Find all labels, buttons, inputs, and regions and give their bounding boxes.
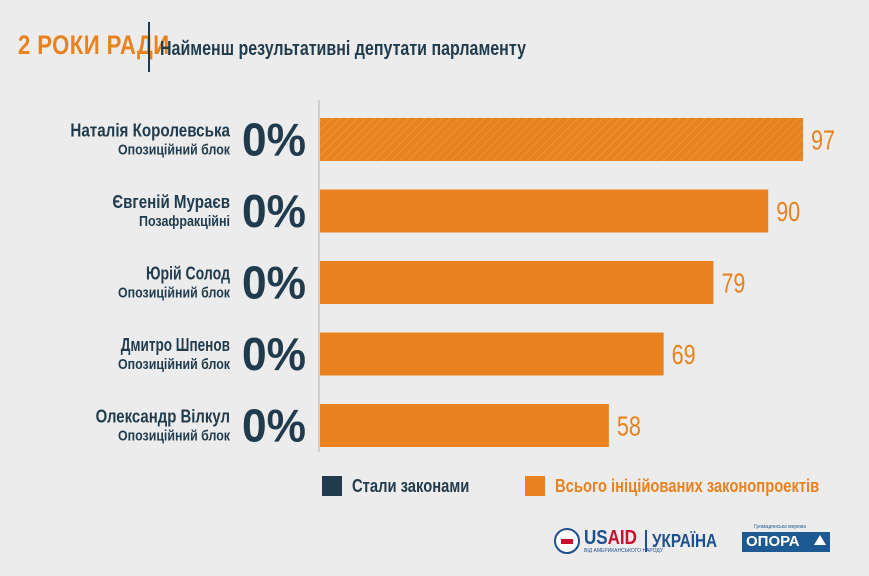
legend-swatch-laws xyxy=(322,476,342,496)
deputy-faction: Опозиційний блок xyxy=(118,285,230,302)
deputy-name: Наталія Королевська xyxy=(70,121,230,141)
percent-law-label: 0% xyxy=(242,185,306,237)
opora-triangle-icon xyxy=(814,535,826,545)
deputy-faction: Позафракційні xyxy=(139,213,230,230)
deputy-name: Олександр Вілкул xyxy=(96,407,230,427)
deputy-faction: Опозиційний блок xyxy=(118,428,230,445)
initiated-bar xyxy=(320,404,609,447)
deputy-name: Юрій Солод xyxy=(146,264,230,284)
legend-label-initiated: Всього ініційованих законопроектів xyxy=(555,476,820,496)
usaid-logo: USAID ВІД АМЕРИКАНСЬКОГО НАРОДУ УКРАЇНА xyxy=(554,526,734,556)
opora-logo: Громадянська мережа ОПОРА xyxy=(742,524,830,554)
deputy-name: Дмитро Шпенов xyxy=(121,335,230,355)
usaid-divider xyxy=(645,530,647,552)
value-label: 79 xyxy=(721,268,745,299)
deputy-faction: Опозиційний блок xyxy=(118,142,230,159)
deputy-faction: Опозиційний блок xyxy=(118,356,230,373)
initiated-bar xyxy=(320,332,664,376)
chart-title: Найменш результативні депутати парламент… xyxy=(160,38,526,60)
percent-law-label: 0% xyxy=(242,257,306,309)
legend-swatch-initiated xyxy=(525,476,545,496)
initiated-bar xyxy=(320,261,714,304)
usaid-seal-icon xyxy=(554,528,580,554)
initiated-bar xyxy=(320,189,769,233)
percent-law-label: 0% xyxy=(242,400,306,452)
usaid-tagline: ВІД АМЕРИКАНСЬКОГО НАРОДУ xyxy=(584,548,664,554)
value-label: 97 xyxy=(811,125,835,156)
value-label: 90 xyxy=(776,196,800,227)
initiated-bar xyxy=(320,118,804,161)
usaid-country: УКРАЇНА xyxy=(652,531,718,551)
header-kicker: 2 РОКИ РАДИ xyxy=(18,30,170,60)
opora-tagline: Громадянська мережа xyxy=(754,524,807,530)
legend-label-laws: Стали законами xyxy=(352,476,470,496)
opora-wordmark: ОПОРА xyxy=(742,532,830,552)
percent-law-label: 0% xyxy=(242,114,306,166)
usaid-wordmark: USAID xyxy=(584,527,637,549)
value-label: 69 xyxy=(672,339,696,370)
deputy-name: Євгеній Мураєв xyxy=(112,192,230,212)
value-label: 58 xyxy=(617,411,641,442)
header-divider xyxy=(148,22,150,72)
percent-law-label: 0% xyxy=(242,328,306,380)
